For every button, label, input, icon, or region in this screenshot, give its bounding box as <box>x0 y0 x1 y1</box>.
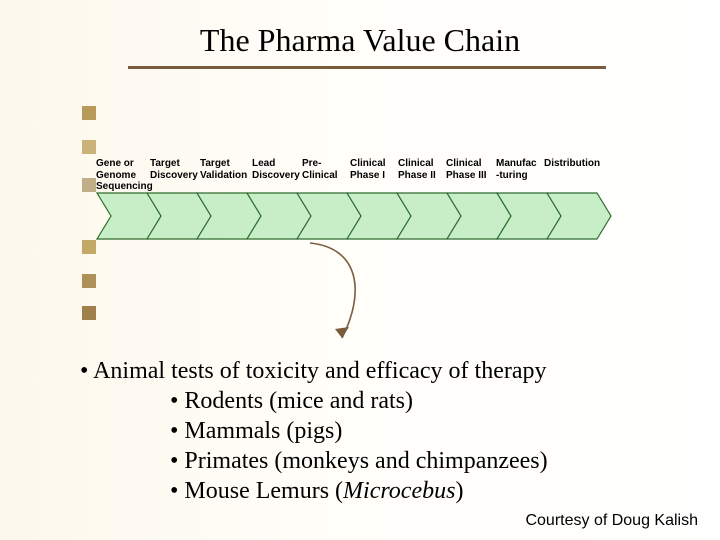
chain-chevrons <box>96 192 612 242</box>
slide-title: The Pharma Value Chain <box>0 22 720 59</box>
stage-label: Pre-Clinical <box>302 158 350 193</box>
body-text: Animal tests of toxicity and efficacy of… <box>80 356 548 506</box>
bullet-sub: Mouse Lemurs (Microcebus) <box>170 476 548 506</box>
deco-square <box>82 274 96 288</box>
courtesy-text: Courtesy of Doug Kalish <box>525 512 698 530</box>
bullet-sub: Rodents (mice and rats) <box>170 386 548 416</box>
stage-label: TargetDiscovery <box>150 158 200 193</box>
bullet-main: Animal tests of toxicity and efficacy of… <box>93 358 546 384</box>
stage-label: TargetValidation <box>200 158 252 193</box>
stage-label: ClinicalPhase II <box>398 158 446 193</box>
deco-square <box>82 106 96 120</box>
stage-label: LeadDiscovery <box>252 158 302 193</box>
bullet-sub: Primates (monkeys and chimpanzees) <box>170 446 548 476</box>
title-underline <box>128 66 606 69</box>
stage-label: Gene orGenomeSequencing <box>96 158 150 193</box>
bullet-sub: Mammals (pigs) <box>170 416 548 446</box>
chain-labels: Gene orGenomeSequencingTargetDiscoveryTa… <box>96 158 696 193</box>
deco-square <box>82 178 96 192</box>
stage-label: ClinicalPhase III <box>446 158 496 193</box>
stage-label: ClinicalPhase I <box>350 158 398 193</box>
stage-label: Distribution <box>544 158 604 193</box>
deco-square <box>82 140 96 154</box>
deco-square <box>82 306 96 320</box>
deco-square <box>82 240 96 254</box>
stage-label: Manufac-turing <box>496 158 544 193</box>
callout-arrow <box>300 238 390 358</box>
